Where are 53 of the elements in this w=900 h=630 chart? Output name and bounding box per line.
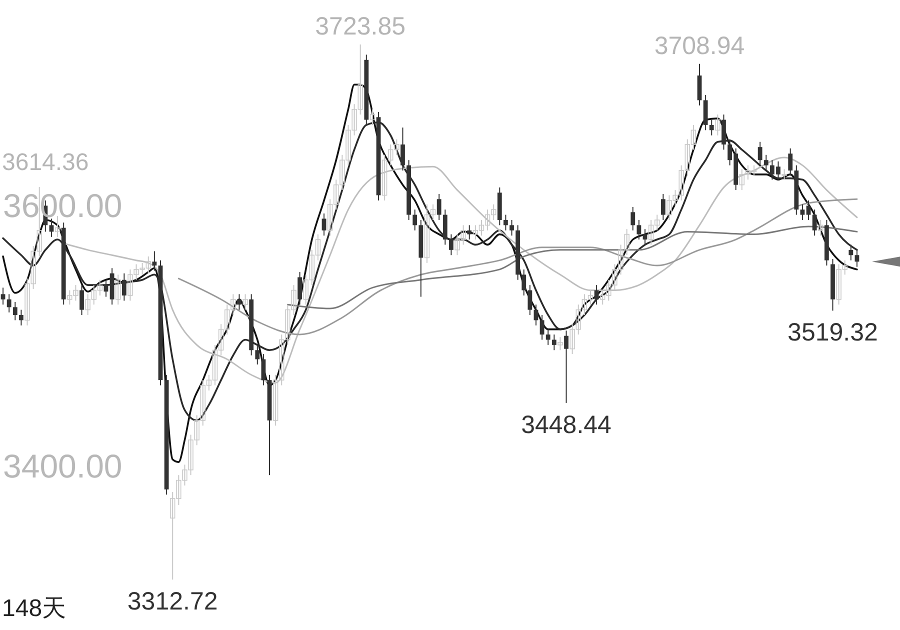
annotation: 3708.94: [654, 32, 745, 60]
candlestick: [594, 284, 599, 306]
annotation: 148天: [2, 595, 66, 622]
candlestick: [630, 206, 636, 231]
line-series: [286, 226, 858, 310]
candlestick: [298, 272, 302, 306]
candlestick: [12, 301, 18, 321]
candlestick: [412, 209, 418, 231]
candlestick: [522, 268, 526, 296]
candlestick: [782, 168, 787, 180]
candlestick: [715, 114, 720, 136]
candlestick: [528, 284, 532, 316]
candlestick: [237, 294, 242, 310]
candlestick: [80, 284, 84, 316]
candlestick: [255, 344, 260, 365]
candlestick: [436, 193, 442, 220]
candlestick: [116, 274, 121, 306]
candlestick: [540, 314, 544, 340]
candlestick: [709, 119, 714, 136]
candlestick: [510, 219, 514, 236]
candlestick: [812, 209, 817, 236]
candlestick: [242, 294, 248, 310]
annotation: 3723.85: [315, 12, 406, 40]
candlestick: [758, 141, 762, 166]
candlestick: [370, 108, 376, 126]
candlestick: [806, 200, 811, 220]
candlestick: [322, 212, 326, 236]
candlestick: [122, 272, 126, 302]
candlestick: [152, 250, 157, 272]
candlestick: [848, 244, 854, 261]
annotation: 3312.72: [127, 588, 218, 616]
annotation: 3448.44: [521, 410, 612, 439]
candlestick: [552, 334, 556, 351]
candlestick: [104, 279, 108, 298]
candlestick: [18, 309, 24, 326]
candlestick: [448, 234, 454, 256]
y-tick-label: 3400.00: [3, 447, 122, 484]
candlestick: [400, 127, 405, 172]
candlestick: [6, 294, 12, 313]
candlestick: [546, 328, 550, 346]
annotation: 3519.32: [788, 318, 878, 347]
candlestick: [558, 336, 563, 351]
candlestick: [788, 148, 793, 176]
annotation: 3614.36: [2, 149, 89, 176]
candlestick: [800, 204, 805, 220]
candlestick: [0, 287, 6, 306]
candlestick: [504, 214, 508, 231]
candlestick: [564, 330, 568, 404]
candlestick: [467, 224, 472, 240]
candlestick: [818, 219, 824, 236]
candlestick: [660, 193, 666, 220]
candlestick: [636, 219, 642, 240]
candlestick: [764, 154, 768, 172]
